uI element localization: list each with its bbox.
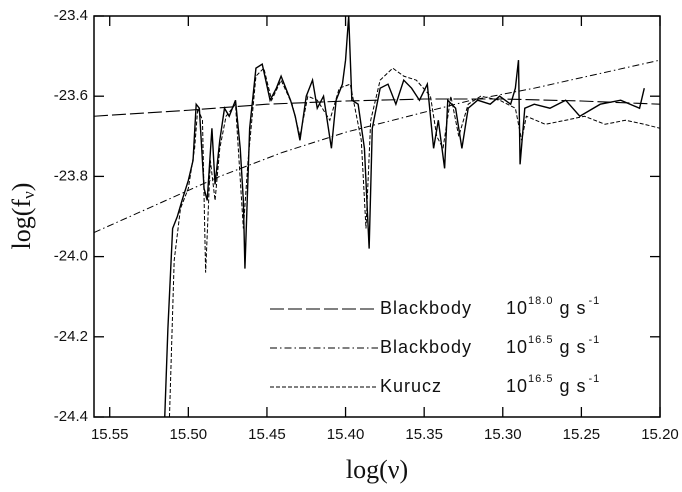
rate-exponent: 16.5 <box>528 373 553 385</box>
y-tick-label: -23.4 <box>54 7 88 24</box>
legend-label: Blackbody <box>380 337 472 357</box>
plot-lines <box>94 16 660 417</box>
series-line <box>94 98 660 117</box>
rate-unit: g s <box>559 376 586 396</box>
legend-rate: 1016.5 g s -1 <box>506 373 600 396</box>
x-tick-label: 15.35 <box>405 426 443 443</box>
legend-rate: 1016.5 g s -1 <box>506 334 600 357</box>
x-tick-label: 15.50 <box>170 426 208 443</box>
rate-base: 10 <box>506 298 528 318</box>
series-line <box>94 59 660 233</box>
series-line <box>168 67 660 417</box>
legend-rate: 1018.0 g s -1 <box>506 295 600 318</box>
x-tick-label: 15.40 <box>327 426 365 443</box>
x-tick-label: 15.25 <box>563 426 601 443</box>
x-tick-label: 15.55 <box>91 426 129 443</box>
rate-exponent: 18.0 <box>528 295 553 307</box>
y-tick-label: -24.2 <box>54 328 88 345</box>
y-tick-label: -24.4 <box>54 408 88 425</box>
x-tick-label: 15.30 <box>484 426 522 443</box>
x-tick-label: 15.45 <box>248 426 286 443</box>
rate-unit: g s <box>559 337 586 357</box>
y-tick-label: -24.0 <box>54 248 88 265</box>
plot-frame <box>93 15 661 418</box>
y-axis-label: log(fν) <box>7 183 38 250</box>
rate-exponent: 16.5 <box>528 334 553 346</box>
y-axis-label-subscript: ν <box>19 191 38 199</box>
rate-base: 10 <box>506 376 528 396</box>
rate-unit-exponent: -1 <box>588 295 600 307</box>
rate-base: 10 <box>506 337 528 357</box>
legend-label: Kurucz <box>380 376 442 396</box>
y-axis-label-suffix: ) <box>7 183 36 192</box>
y-tick-label: -23.6 <box>54 87 88 104</box>
y-axis-label-text: log(f <box>7 199 36 250</box>
rate-unit-exponent: -1 <box>588 373 600 385</box>
series-line <box>164 16 645 417</box>
x-axis-label: log(ν) <box>346 455 408 484</box>
y-tick-label: -23.8 <box>54 167 88 184</box>
x-tick-label: 15.20 <box>641 426 679 443</box>
rate-unit: g s <box>559 298 586 318</box>
legend-label: Blackbody <box>380 298 472 318</box>
rate-unit-exponent: -1 <box>588 334 600 346</box>
